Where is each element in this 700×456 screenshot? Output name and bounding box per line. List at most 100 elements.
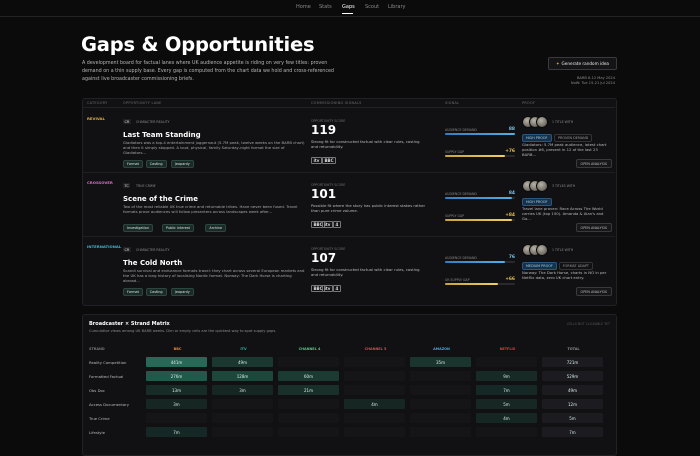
matrix-cell (278, 413, 339, 423)
matrix-cell: 276m (146, 371, 207, 381)
matrix-cell (410, 399, 471, 409)
matrix-cell: 21m (278, 385, 339, 395)
matrix-subtitle: Cumulative views among UK BARB weeks. Di… (89, 329, 277, 333)
matrix-cell (278, 357, 339, 367)
divider (83, 236, 615, 237)
broadcaster-logo: BBC (322, 157, 337, 164)
column-header: OPPORTUNITY LANE (123, 101, 162, 105)
column-header: COMMISSIONING SIGNALS (311, 101, 362, 105)
signal-bar (445, 133, 515, 135)
matrix-cell (344, 413, 405, 423)
meta-line: NoW: Tue 15-21 Jul 2024 (570, 81, 615, 85)
matrix-cell: 49m (212, 357, 273, 367)
matrix-cell (146, 413, 207, 423)
strand-label: TRUE CRIME (136, 184, 156, 188)
tag-chip: Archive (205, 224, 227, 232)
signal-label: SUPPLY GAP (445, 214, 465, 218)
page-description: A development board for factual lanes wh… (82, 61, 334, 83)
matrix-cell: 4m (344, 399, 405, 409)
matrix-row-label: Obs Doc (89, 388, 105, 393)
avatar (536, 180, 548, 192)
lane-description: Gladiators was a top-4 entertainment jug… (123, 141, 305, 155)
divider (0, 16, 700, 17)
matrix-cell (212, 427, 273, 437)
matrix-cell (476, 427, 537, 437)
tag-chip: Format (123, 160, 143, 168)
open-analysis-button[interactable]: OPEN ANALYSIS (575, 287, 612, 296)
divider (83, 107, 615, 108)
signal-bar (445, 219, 512, 221)
matrix-cell: 7m (476, 385, 537, 395)
tag-chip: Jeopardy (170, 160, 194, 168)
proof-chip: PROVEN DEMAND (554, 134, 593, 142)
matrix-cell: 60m (278, 371, 339, 381)
matrix-row-label: Formatted Factual (89, 374, 124, 379)
column-header: CATEGORY (87, 101, 108, 105)
strand-label: CHARACTER REALITY (136, 120, 170, 124)
proof-caption: 3 TITLES WITH (552, 184, 576, 188)
matrix-cell: 441m (146, 357, 207, 367)
column-header: SIGNAL (445, 101, 460, 105)
broadcaster-logo: BBC (311, 285, 326, 292)
matrix-cell: 13m (146, 385, 207, 395)
matrix-column-header: CHANNEL 5 (364, 347, 387, 351)
matrix-cell: 128m (212, 371, 273, 381)
signal-label: AUDIENCE DEMAND (445, 256, 477, 260)
matrix-cell: 529m (542, 371, 603, 381)
lane-title: Scene of the Crime (123, 195, 198, 203)
matrix-cell (344, 427, 405, 437)
matrix-cell (410, 413, 471, 423)
broadcaster-logo: itv (322, 285, 333, 292)
score-value: 107 (311, 251, 337, 265)
matrix-cell: 35m (410, 357, 471, 367)
tag-chip: Casting (145, 288, 167, 296)
strand-label: CHARACTER REALITY (136, 248, 170, 252)
strand-code: CR (123, 119, 131, 124)
strand-code: TC (123, 183, 131, 188)
matrix-note: CELLS NOT CLICKABLE YET (567, 322, 610, 326)
score-value: 101 (311, 187, 337, 201)
matrix-column-header: NETFLIX (499, 347, 516, 351)
matrix-cell (344, 371, 405, 381)
matrix-column-header: ITV (240, 347, 247, 351)
avatar (536, 244, 548, 256)
matrix-column-header: STRAND (89, 347, 105, 351)
open-analysis-button[interactable]: OPEN ANALYSIS (575, 159, 612, 168)
lane-title: Last Team Standing (123, 131, 201, 139)
proof-caption: 1 TITLE WITH (552, 248, 574, 252)
signal-label: SUPPLY GAP (445, 150, 465, 154)
score-text: Possible fit where the story has public … (311, 203, 426, 213)
proof-chip: MEDIUM PROOF (522, 262, 557, 270)
tag-chip: Jeopardy (170, 288, 194, 296)
category-label: REVIVAL (87, 116, 105, 121)
signal-bar (445, 283, 498, 285)
nav-link[interactable]: Scout (365, 4, 380, 10)
signal-value: +76 (505, 149, 515, 154)
tag-chip: Casting (145, 160, 167, 168)
matrix-cell (212, 413, 273, 423)
proof-chip: FORMAT ADAPT (558, 262, 594, 270)
matrix-cell: 9m (476, 371, 537, 381)
matrix-cell (344, 385, 405, 395)
signal-label: AUDIENCE DEMAND (445, 128, 477, 132)
matrix-cell: 5m (476, 399, 537, 409)
tag-chip: Investigation (123, 224, 154, 232)
broadcaster-logo: BBC (311, 221, 326, 228)
nav-link[interactable]: Home (296, 4, 311, 10)
proof-text: Travel lane proven: Race Across The Worl… (522, 206, 604, 221)
signal-bar (445, 197, 512, 199)
matrix-cell (278, 399, 339, 409)
signal-value: +66 (505, 277, 515, 282)
page: {"nav": {"items": ["Home", "Stats", "Gap… (0, 4, 700, 456)
generate-button[interactable]: ✦ Generate random idea (548, 57, 617, 70)
broadcaster-logo: itv (322, 221, 333, 228)
nav-link[interactable]: Stats (319, 4, 332, 10)
nav-link[interactable]: Library (388, 4, 406, 10)
category-label: INTERNATIONAL (87, 244, 122, 249)
matrix-title: Broadcaster × Strand Matrix (89, 321, 170, 327)
matrix-cell: 5m (542, 413, 603, 423)
nav-link[interactable]: Gaps (342, 4, 355, 10)
tag-chip: Public interest (161, 224, 195, 232)
broadcaster-logo: itv (311, 157, 322, 164)
open-analysis-button[interactable]: OPEN ANALYSIS (575, 223, 612, 232)
